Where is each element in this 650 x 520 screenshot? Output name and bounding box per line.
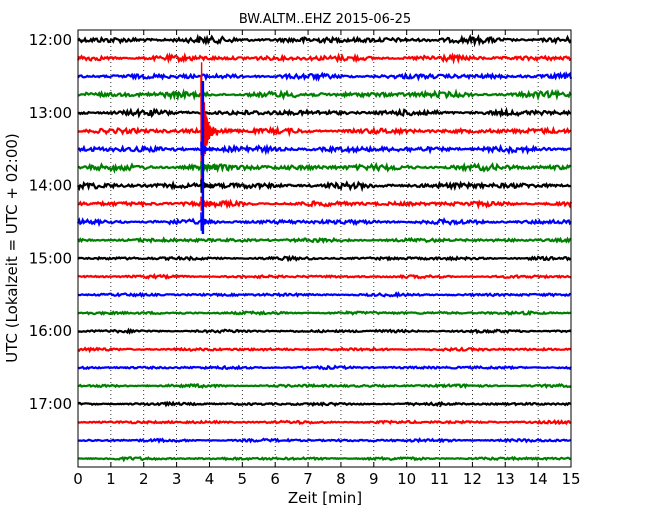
trace-1315 <box>77 125 572 138</box>
x-tick-label: 9 <box>369 470 379 488</box>
x-tick-label: 8 <box>336 470 346 488</box>
x-tick-label: 2 <box>139 470 149 488</box>
trace-1330 <box>77 143 572 156</box>
trace-1600 <box>77 327 572 335</box>
x-axis: 0 1 2 3 4 5 6 7 8 9 10 11 12 13 14 15 <box>73 30 581 488</box>
trace-1645 <box>77 382 572 390</box>
trace-1230 <box>77 70 573 82</box>
x-tick-label: 12 <box>463 470 482 488</box>
y-axis-label: UTC (Lokalzeit = UTC + 02:00) <box>3 133 21 363</box>
x-tick-label: 11 <box>430 470 449 488</box>
trace-1445 <box>77 236 572 245</box>
trace-1715 <box>77 418 572 426</box>
x-axis-label: Zeit [min] <box>288 489 362 507</box>
y-tick-label: 16:00 <box>29 322 72 340</box>
trace-1545 <box>77 309 572 317</box>
chart-title: BW.ALTM..EHZ 2015-06-25 <box>239 12 411 27</box>
trace-1700 <box>77 400 572 408</box>
x-tick-label: 7 <box>303 470 313 488</box>
trace-1430 <box>76 217 572 228</box>
x-tick-label: 15 <box>561 470 580 488</box>
trace-1530 <box>77 291 572 299</box>
trace-1400 <box>76 180 572 193</box>
earthquake-event <box>200 62 244 234</box>
trace-1500 <box>77 254 572 263</box>
x-tick-label: 13 <box>496 470 515 488</box>
grid-lines <box>110 30 539 467</box>
trace-1215 <box>76 52 572 65</box>
trace-1745 <box>77 455 572 463</box>
y-tick-label: 12:00 <box>29 31 72 49</box>
x-tick-label: 0 <box>73 470 83 488</box>
trace-1345 <box>77 161 571 175</box>
y-tick-label: 15:00 <box>29 249 72 267</box>
y-tick-label: 17:00 <box>29 395 72 413</box>
plot-frame <box>77 29 572 468</box>
trace-1615 <box>77 346 572 354</box>
x-tick-label: 4 <box>205 470 215 488</box>
x-tick-label: 14 <box>529 470 548 488</box>
trace-1730 <box>78 437 572 444</box>
trace-1245 <box>77 88 572 102</box>
trace-1630 <box>77 364 572 371</box>
traces <box>76 33 573 463</box>
y-axis: 12:00 13:00 14:00 15:00 16:00 17:00 <box>29 31 571 413</box>
x-tick-label: 10 <box>397 470 416 488</box>
trace-1200 <box>77 33 572 48</box>
x-tick-label: 5 <box>238 470 248 488</box>
event-coda <box>202 121 244 141</box>
trace-1300 <box>77 106 572 119</box>
y-tick-label: 14:00 <box>29 177 72 195</box>
x-tick-label: 6 <box>270 470 280 488</box>
trace-1415 <box>77 198 573 210</box>
x-tick-label: 1 <box>106 470 116 488</box>
y-tick-label: 13:00 <box>29 104 72 122</box>
x-tick-label: 3 <box>172 470 182 488</box>
trace-1515 <box>77 272 572 281</box>
